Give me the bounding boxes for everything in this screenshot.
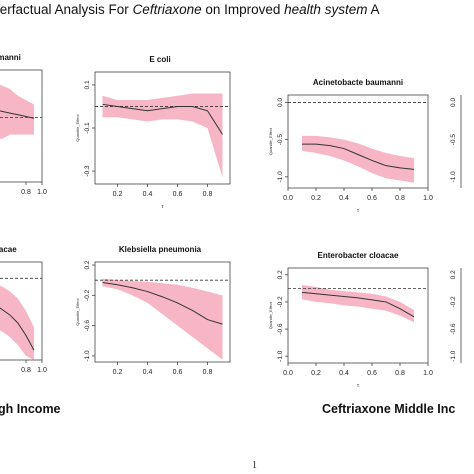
y-tick-label: -1.0	[277, 350, 284, 362]
page-number: 1	[252, 460, 257, 471]
x-tick-label: 0.2	[311, 370, 321, 377]
y-axis-label: Quantile_Effect	[75, 113, 80, 141]
x-tick-label: 0.4	[339, 370, 349, 377]
x-tick-label: 0.8	[203, 369, 213, 376]
title-drug: Ceftriaxone	[132, 2, 202, 17]
y-tick-label: -0.5	[450, 134, 457, 146]
chart-panel-5: Klebsiella pneumonia 0.2 -0.2 -0.6 -1.0 0.2 0.…	[75, 245, 231, 376]
x-tick-label: 0.6	[173, 369, 183, 376]
x-tick-label: 0.8	[395, 195, 405, 202]
plot-frame	[0, 69, 43, 183]
confidence-band	[0, 285, 34, 360]
title-system: health system	[284, 2, 368, 17]
y-tick-label: -1.0	[277, 171, 284, 183]
y-axis-label: Quantile_Effect	[268, 301, 273, 329]
confidence-band	[102, 93, 223, 178]
y-tick-label: 0.0	[450, 98, 457, 107]
chart-panel-3: Acinetobacte baumanni 0.0 -0.5 -1.0 0.0 0.2 0.…	[268, 78, 433, 214]
series-line	[0, 110, 35, 119]
confidence-band	[302, 135, 414, 183]
y-tick-label: -1.0	[84, 350, 91, 362]
series-line	[302, 143, 415, 170]
y-tick-label: 0.2	[450, 270, 457, 279]
partial-panel-1: 0.0 -0.5 -1.0	[450, 95, 462, 188]
plot-frame	[287, 94, 429, 189]
series-line	[0, 307, 35, 351]
chart-panel-6: Enterobacter cloacae 0.2 -0.2 -0.6 -1.0 0.0 0.…	[268, 251, 433, 389]
right-group-label: Ceftriaxone Middle Inc	[322, 402, 456, 416]
chart-panel-4: cloacae 0.8 1.0	[0, 245, 47, 374]
x-tick-label: 0.2	[311, 195, 321, 202]
x-tick-label: 0.4	[143, 369, 153, 376]
y-tick-label: -0.3	[84, 165, 91, 177]
x-tick-label: 0.0	[283, 370, 293, 377]
page-title: terfactual Analysis For Ceftriaxone on I…	[0, 2, 474, 17]
x-tick-label: 0.2	[113, 369, 123, 376]
confidence-band	[102, 278, 223, 360]
x-tick-label: 0.4	[339, 195, 349, 202]
y-tick-label: -0.1	[84, 122, 91, 134]
y-tick-label: -0.6	[277, 323, 284, 335]
title-tail: A	[367, 2, 380, 17]
x-tick-label: 0.0	[283, 195, 293, 202]
y-tick-label: -1.0	[450, 350, 457, 362]
y-tick-label: -0.2	[450, 296, 457, 308]
chart-title: Acinetobacte baumanni	[313, 78, 403, 87]
chart-panel-1: baumanni 0.8 1.0	[0, 53, 47, 196]
x-tick-label: 1.0	[423, 195, 433, 202]
x-tick-label: 0.8	[21, 367, 31, 374]
series-line	[102, 103, 223, 135]
title-lead: terfactual Analysis For	[0, 2, 133, 17]
plot-frame	[0, 261, 43, 361]
y-tick-label: -1.0	[450, 171, 457, 183]
chart-title: baumanni	[0, 53, 21, 62]
confidence-band	[0, 84, 34, 139]
chart-title: Klebsiella pneumonia	[119, 245, 202, 254]
x-tick-label: 1.0	[37, 189, 47, 196]
x-axis-label: τ	[357, 383, 359, 389]
chart-title: Enterobacter cloacae	[318, 251, 399, 260]
x-axis-label: τ	[357, 208, 359, 214]
y-tick-label: -0.6	[84, 320, 91, 332]
x-tick-label: 0.8	[203, 191, 213, 198]
title-mid: on Improved	[201, 2, 285, 17]
x-tick-label: 0.6	[367, 370, 377, 377]
plot-frame	[94, 261, 231, 363]
series-line	[301, 291, 415, 318]
x-tick-label: 0.8	[21, 189, 31, 196]
chart-title: cloacae	[0, 245, 17, 254]
y-tick-label: 0.2	[84, 260, 91, 269]
chart-panel-2: E coli 0.1 -0.1 -0.3 0.2 0.4 0.6 0.8 Quantile_Ef…	[75, 55, 231, 210]
series-line	[102, 281, 223, 325]
x-tick-label: 0.8	[395, 370, 405, 377]
y-tick-label: -0.6	[450, 323, 457, 335]
confidence-band	[302, 284, 414, 323]
y-tick-label: 0.2	[277, 270, 284, 279]
chart-title: E coli	[149, 55, 170, 64]
left-group-label: gh Income	[0, 402, 61, 416]
y-axis-label: Quantile_Effect	[268, 127, 273, 155]
y-tick-label: -0.5	[277, 134, 284, 146]
y-tick-label: 0.0	[277, 98, 284, 107]
partial-panel-2: 0.2 -0.2 -0.6 -1.0	[450, 268, 462, 363]
x-tick-label: 0.6	[367, 195, 377, 202]
x-tick-label: 1.0	[37, 367, 47, 374]
y-tick-label: 0.1	[84, 80, 91, 89]
y-tick-label: -0.2	[84, 289, 91, 301]
x-tick-label: 1.0	[423, 370, 433, 377]
plot-frame	[287, 267, 429, 364]
y-axis-label: Quantile_Effect	[75, 297, 80, 325]
x-tick-label: 0.2	[113, 191, 123, 198]
y-tick-label: -0.2	[277, 296, 284, 308]
x-axis-label: τ	[162, 204, 164, 210]
x-tick-label: 0.6	[173, 191, 183, 198]
x-tick-label: 0.4	[143, 191, 153, 198]
